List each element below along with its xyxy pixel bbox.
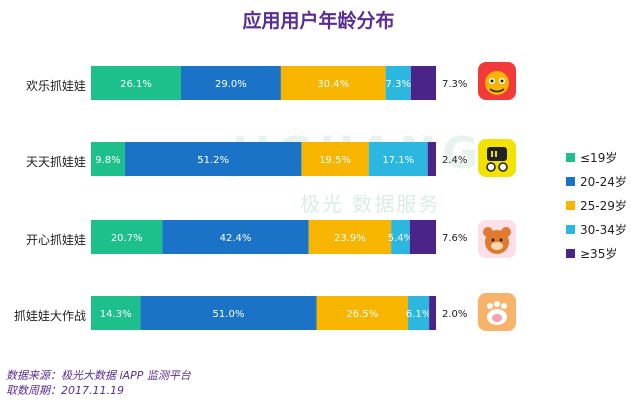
source-note: 数据来源：极光大数据 iAPP 监测平台 [6,369,191,382]
legend-swatch [566,176,575,186]
bar-segment [91,220,163,254]
segment-label: 19.5% [319,155,351,166]
legend-swatch [566,152,575,162]
bar-segment [427,142,436,176]
app-icon-paw [478,293,516,331]
bar-segment [91,66,181,100]
row-label: 欢乐抓娃娃 [25,79,86,93]
app-icon-bear [478,220,516,258]
tail-label: 2.0% [442,309,467,320]
chart-title: 应用用户年龄分布 [242,10,395,32]
segment-label: 23.9% [334,233,366,244]
segment-label: 9.8% [95,155,120,166]
segment-label: 14.3% [100,309,132,320]
bar-segment [140,296,317,330]
segment-label: 7.3% [386,79,411,90]
tail-label: 7.6% [442,233,467,244]
bar-segment [308,220,392,254]
legend-label: 25-29岁 [580,198,627,213]
legend-swatch [566,224,575,234]
legend-label: 30-34岁 [580,222,627,237]
legend-item: 20-24岁 [566,169,627,193]
segment-label: 6.1% [406,309,431,320]
bar-segment [162,220,309,254]
segment-label: 17.1% [382,155,414,166]
legend-item: 30-34岁 [566,217,627,241]
segment-label: 5.4% [388,233,413,244]
legend-label: ≤19岁 [580,150,618,165]
row-label: 抓娃娃大作战 [13,309,86,323]
segment-label: 42.4% [220,233,252,244]
legend-item: ≥35岁 [566,241,627,265]
legend: ≤19岁 20-24岁 25-29岁 30-34岁 ≥35岁 [566,145,627,265]
bar-segment [408,296,430,330]
bar-segment [301,142,369,176]
bar-segment [316,296,409,330]
bar-segment [91,142,125,176]
tail-label: 7.3% [442,79,467,90]
legend-swatch [566,248,575,258]
bar-segment [429,296,436,330]
segment-label: 26.5% [346,309,378,320]
segment-label: 30.4% [317,79,349,90]
app-icon-robot [478,139,516,177]
bar-segment [385,66,411,100]
segment-label: 26.1% [120,79,152,90]
bar-segment [180,66,281,100]
bar-segment [124,142,302,176]
segment-label: 20.7% [111,233,143,244]
legend-label: ≥35岁 [580,246,618,261]
app-icon-tiger [478,62,516,100]
legend-item: ≤19岁 [566,145,627,169]
bar-segment [91,296,141,330]
watermark-sub: 极光 数据服务 [300,192,441,216]
legend-item: 25-29岁 [566,193,627,217]
row-label: 开心抓娃娃 [25,233,86,247]
bar-segment [410,66,436,100]
tail-label: 2.4% [442,155,467,166]
segment-label: 51.2% [197,155,229,166]
segment-label: 51.0% [213,309,245,320]
bar-segment [391,220,410,254]
legend-label: 20-24岁 [580,174,627,189]
segment-label: 29.0% [215,79,247,90]
legend-swatch [566,200,575,210]
row-label: 天天抓娃娃 [25,155,86,169]
footer: 数据来源：极光大数据 iAPP 监测平台 取数周期：2017.11.19 [6,368,191,398]
bar-segment [368,142,428,176]
bar-segment [409,220,436,254]
date-note: 取数周期：2017.11.19 [6,384,124,397]
bar-segment [280,66,386,100]
